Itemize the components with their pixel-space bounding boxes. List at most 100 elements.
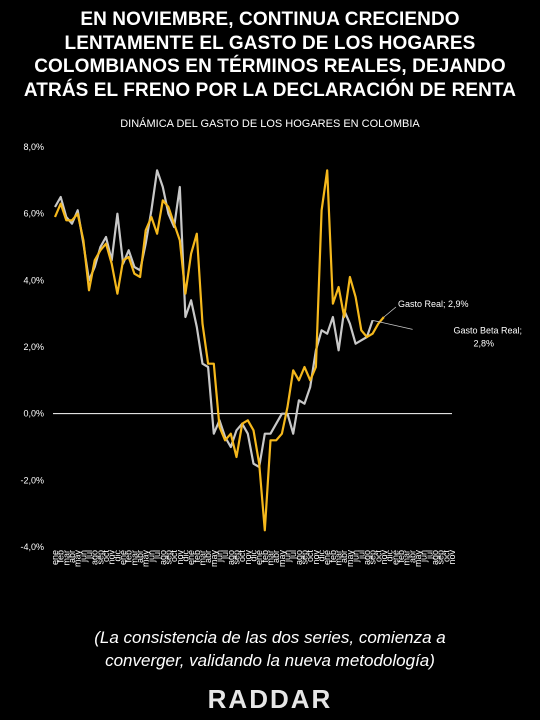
x-tick-label: jun <box>214 550 224 563</box>
x-tick-label: ene <box>390 550 400 565</box>
x-tick-label: oct <box>169 550 179 563</box>
x-tick-label: abr <box>339 550 349 563</box>
x-axis: enefebmarabrmayjunjulagosepoctnovdicenef… <box>50 550 457 568</box>
x-tick-label: mar <box>197 550 207 566</box>
x-tick-label: ago <box>158 550 168 565</box>
x-tick-label: sep <box>163 550 173 565</box>
gasto-beta-real-leader <box>372 319 413 330</box>
x-tick-label: mar <box>402 550 412 566</box>
x-tick-label: may <box>141 550 151 568</box>
x-tick-label: oct <box>237 550 247 563</box>
x-tick-label: feb <box>260 550 270 563</box>
x-tick-label: abr <box>67 550 77 563</box>
series-lines <box>53 169 385 532</box>
headline-line-4: ATRÁS EL FRENO POR LA DECLARACIÓN DE REN… <box>23 79 517 101</box>
y-tick-label: 8,0% <box>23 142 44 152</box>
x-tick-label: jun <box>146 550 156 563</box>
x-tick-label: dic <box>385 550 395 562</box>
chart-title: DINÁMICA DEL GASTO DE LOS HOGARES EN COL… <box>120 118 420 130</box>
x-tick-label: jun <box>419 550 429 563</box>
x-tick-label: ago <box>294 550 304 565</box>
x-tick-label: feb <box>56 550 66 563</box>
footnote: (La consistencia de las dos series, comi… <box>0 626 540 672</box>
x-tick-label: may <box>277 550 287 568</box>
headline-line-3: COLOMBIANOS EN TÉRMINOS REALES, DEJANDO <box>34 56 506 77</box>
footnote-line-2: converger, validando la nueva metodologí… <box>105 651 435 670</box>
x-tick-label: mar <box>129 550 139 566</box>
x-tick-label: nov <box>447 550 457 565</box>
gasto-beta-real-end-label-2: 2,8% <box>473 338 494 348</box>
x-tick-label: sep <box>436 550 446 565</box>
x-tick-label: jun <box>283 550 293 563</box>
series-line-gasto-real <box>53 169 385 532</box>
x-tick-label: feb <box>396 550 406 563</box>
x-tick-label: mar <box>61 550 71 566</box>
gasto-real-end-label: Gasto Real; 2,9% <box>398 299 469 309</box>
x-tick-label: may <box>209 550 219 568</box>
x-tick-label: ene <box>50 550 60 565</box>
x-tick-label: sep <box>95 550 105 565</box>
gasto-beta-real-end-label-1: Gasto Beta Real; <box>453 325 522 335</box>
x-tick-label: ene <box>322 550 332 565</box>
x-tick-label: dic <box>317 550 327 562</box>
x-tick-label: abr <box>203 550 213 563</box>
x-tick-label: dic <box>112 550 122 562</box>
x-tick-label: nov <box>175 550 185 565</box>
x-tick-label: may <box>73 550 83 568</box>
raddar-logo: RADDAR <box>207 684 333 714</box>
x-tick-label: nov <box>107 550 117 565</box>
x-tick-label: feb <box>124 550 134 563</box>
x-tick-label: jul <box>356 550 366 560</box>
end-labels: Gasto Real; 2,9% Gasto Beta Real; 2,8% <box>372 299 522 348</box>
x-tick-label: dic <box>249 550 259 562</box>
x-tick-label: ago <box>226 550 236 565</box>
y-tick-label: -2,0% <box>20 475 44 485</box>
x-tick-label: jun <box>78 550 88 563</box>
y-tick-label: 0,0% <box>23 409 44 419</box>
x-tick-label: jul <box>220 550 230 560</box>
x-tick-label: may <box>345 550 355 568</box>
x-tick-label: may <box>413 550 423 568</box>
y-tick-label: 2,0% <box>23 342 44 352</box>
gasto-real-leader <box>383 306 397 318</box>
x-tick-label: ene <box>254 550 264 565</box>
x-tick-label: feb <box>328 550 338 563</box>
x-tick-label: jul <box>288 550 298 560</box>
y-tick-label: 4,0% <box>23 275 44 285</box>
x-tick-label: sep <box>231 550 241 565</box>
x-tick-label: nov <box>379 550 389 565</box>
x-tick-label: ago <box>362 550 372 565</box>
x-tick-label: oct <box>373 550 383 563</box>
x-tick-label: jun <box>351 550 361 563</box>
x-tick-label: dic <box>180 550 190 562</box>
x-tick-label: nov <box>243 550 253 565</box>
headline-line-2: LENTAMENTE EL GASTO DE LOS HOGARES <box>64 32 476 54</box>
x-tick-label: abr <box>271 550 281 563</box>
x-tick-label: abr <box>407 550 417 563</box>
x-tick-label: oct <box>441 550 451 563</box>
x-tick-label: mar <box>266 550 276 566</box>
x-tick-label: ene <box>118 550 128 565</box>
y-tick-label: 6,0% <box>23 209 44 219</box>
x-tick-label: oct <box>101 550 111 563</box>
headline-line-1: EN NOVIEMBRE, CONTINUA CRECIENDO <box>80 9 460 30</box>
x-tick-label: ene <box>186 550 196 565</box>
x-tick-label: abr <box>135 550 145 563</box>
headline: EN NOVIEMBRE, CONTINUA CRECIENDO LENTAME… <box>0 8 540 102</box>
x-tick-label: feb <box>192 550 202 563</box>
line-chart: 8,0%6,0%4,0%2,0%0,0%-2,0%-4,0% enefebmar… <box>20 142 522 568</box>
footnote-line-1: (La consistencia de las dos series, comi… <box>94 628 446 647</box>
y-tick-label: -4,0% <box>20 542 44 552</box>
series-line-gasto-beta-real <box>54 169 374 469</box>
x-tick-label: jul <box>84 550 94 560</box>
x-tick-label: jul <box>424 550 434 560</box>
x-tick-label: jul <box>152 550 162 560</box>
x-tick-label: mar <box>334 550 344 566</box>
y-axis: 8,0% 6,0% 4,0% 2,0% 0,0% -2,0% -4,0% <box>20 142 44 552</box>
x-tick-label: ago <box>430 550 440 565</box>
x-tick-label: ago <box>90 550 100 565</box>
x-tick-label: sep <box>368 550 378 565</box>
x-tick-label: sep <box>300 550 310 565</box>
x-tick-label: oct <box>305 550 315 563</box>
x-tick-label: nov <box>311 550 321 565</box>
